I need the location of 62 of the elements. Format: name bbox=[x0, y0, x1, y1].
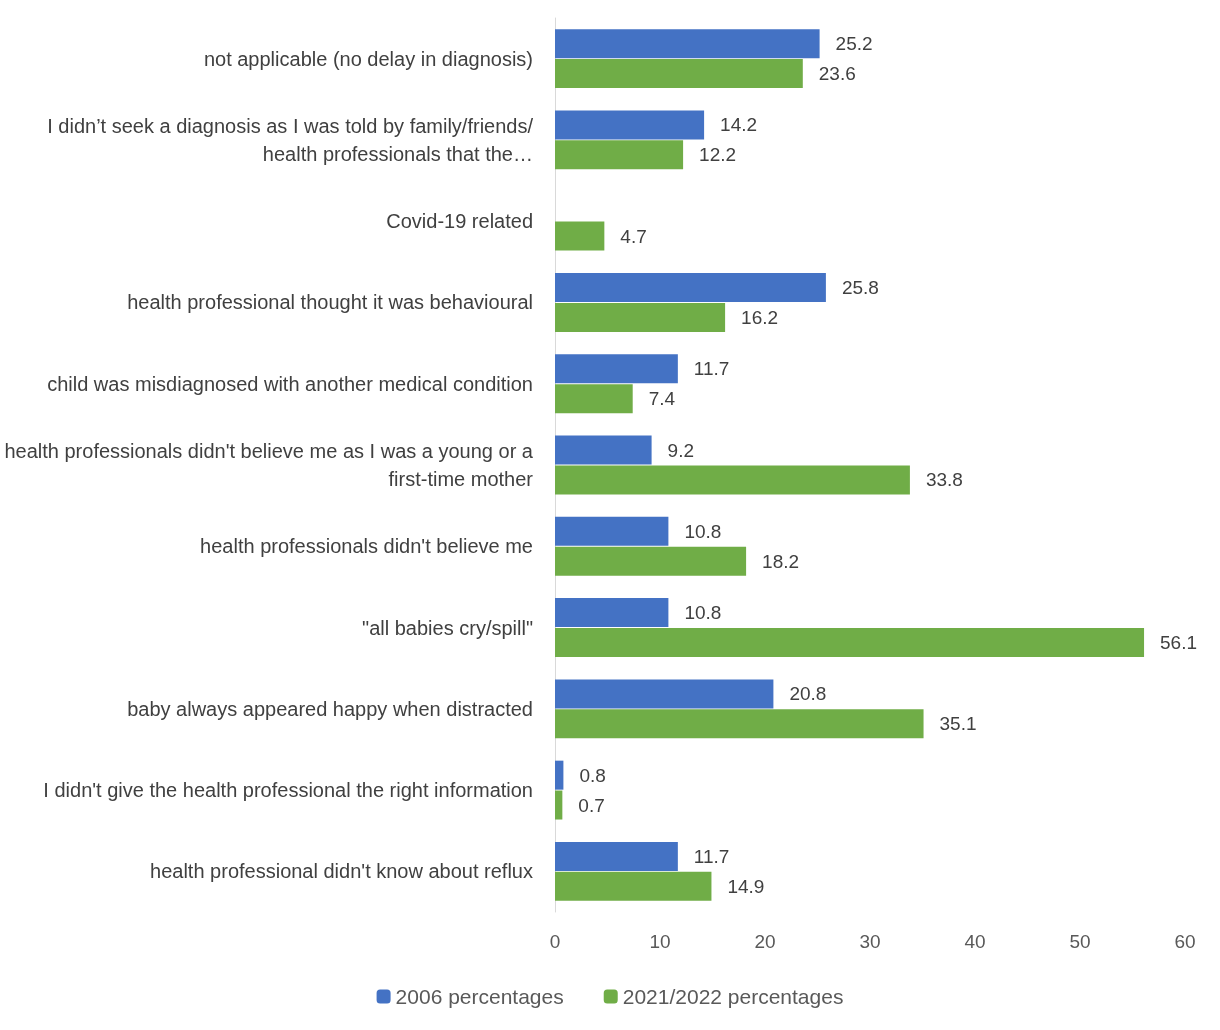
bar bbox=[555, 435, 652, 465]
y-tick-label: child was misdiagnosed with another medical condition bbox=[47, 372, 533, 395]
y-tick-label: baby always appeared happy when distracted bbox=[127, 697, 533, 720]
data-label: 0.7 bbox=[578, 794, 605, 816]
x-tick-label: 30 bbox=[859, 931, 881, 952]
data-label: 9.2 bbox=[667, 439, 695, 461]
data-label: 4.7 bbox=[620, 225, 647, 247]
x-tick-label: 50 bbox=[1069, 931, 1091, 952]
y-tick-label: "all babies cry/spill" bbox=[362, 616, 533, 639]
y-tick-label: health professionals didn't believe me bbox=[200, 535, 533, 558]
data-label: 25.2 bbox=[835, 33, 873, 55]
bar bbox=[555, 841, 678, 871]
x-tick-label: 20 bbox=[754, 931, 776, 952]
data-label: 10.8 bbox=[684, 602, 722, 624]
bar bbox=[555, 871, 712, 901]
bar bbox=[555, 546, 747, 576]
bar bbox=[555, 598, 669, 628]
bar bbox=[555, 59, 803, 89]
y-tick-label: not applicable (no delay in diagnosis) bbox=[203, 47, 533, 70]
bar bbox=[555, 302, 726, 332]
data-label: 20.8 bbox=[789, 683, 827, 705]
data-label: 16.2 bbox=[741, 306, 779, 328]
bar bbox=[555, 679, 774, 709]
data-label: 56.1 bbox=[1160, 631, 1198, 653]
bar bbox=[555, 516, 669, 546]
bar bbox=[555, 627, 1145, 657]
data-label: 23.6 bbox=[818, 63, 856, 85]
bar bbox=[555, 354, 678, 384]
bar bbox=[555, 790, 563, 820]
legend-label: 2006 percentages bbox=[395, 985, 564, 1008]
data-label: 14.9 bbox=[727, 875, 765, 897]
x-tick-label: 0 bbox=[549, 931, 561, 952]
data-label: 18.2 bbox=[762, 550, 800, 572]
y-tick-label: I didn’t seek a diagnosis as I was told by family/friends/health professionals that the… bbox=[47, 114, 534, 165]
y-tick-label: health professional thought it was behavioural bbox=[127, 291, 533, 314]
y-tick-label: I didn't give the health professional the right information bbox=[43, 779, 533, 802]
data-label: 14.2 bbox=[720, 114, 758, 136]
data-label: 0.8 bbox=[579, 764, 606, 786]
data-label: 35.1 bbox=[939, 713, 977, 735]
y-tick-label: Covid-19 related bbox=[386, 210, 533, 233]
data-label: 11.7 bbox=[693, 358, 730, 380]
bar bbox=[555, 709, 924, 739]
x-tick-label: 40 bbox=[964, 931, 986, 952]
bar bbox=[555, 273, 826, 303]
bar bbox=[555, 221, 605, 251]
bar bbox=[555, 465, 910, 495]
data-label: 10.8 bbox=[684, 520, 722, 542]
bar bbox=[555, 140, 684, 170]
bar bbox=[555, 110, 705, 140]
x-tick-label: 60 bbox=[1174, 931, 1196, 952]
bar bbox=[555, 29, 820, 59]
legend-label: 2021/2022 percentages bbox=[622, 985, 844, 1008]
data-label: 12.2 bbox=[699, 144, 737, 166]
bar bbox=[555, 384, 633, 414]
bar bbox=[555, 760, 564, 790]
data-label: 25.8 bbox=[841, 277, 879, 299]
data-label: 33.8 bbox=[925, 469, 963, 491]
y-tick-label: health professional didn't know about reflux bbox=[150, 860, 533, 883]
data-label: 7.4 bbox=[648, 388, 676, 410]
x-tick-label: 10 bbox=[649, 931, 671, 952]
y-tick-label: health professionals didn't believe me as I was a young or a first-time mother bbox=[4, 440, 534, 490]
data-label: 11.7 bbox=[693, 845, 730, 867]
